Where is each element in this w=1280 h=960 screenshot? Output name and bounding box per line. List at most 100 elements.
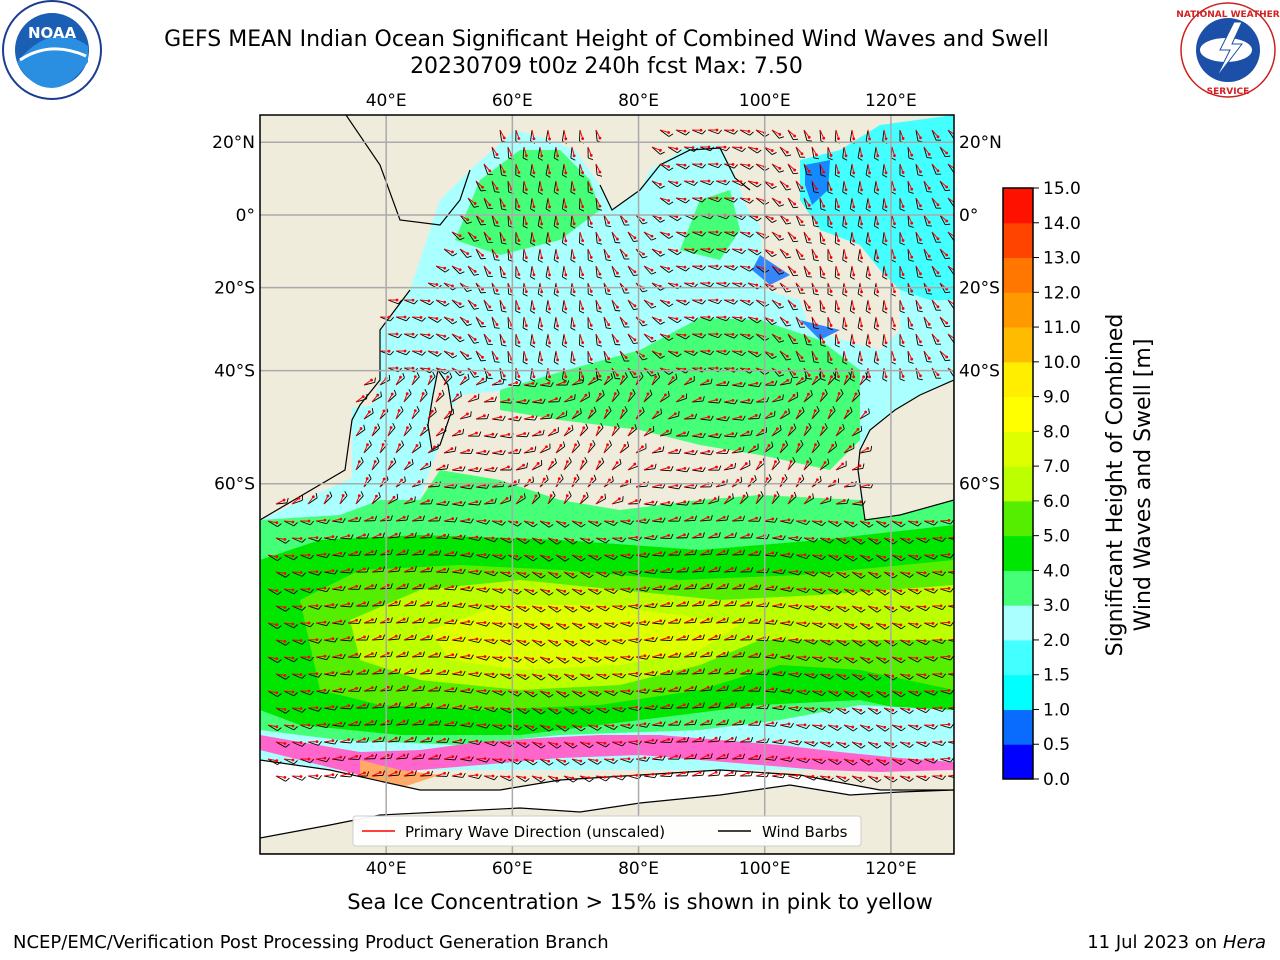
wind-barb-flag [774, 551, 778, 557]
wind-barb [849, 265, 853, 277]
wave-arrow [715, 652, 725, 658]
wave-arrow-head [876, 222, 880, 226]
wind-barb [603, 444, 612, 454]
wave-arrow [819, 673, 829, 676]
wave-arrow [291, 673, 302, 676]
wind-barb-flag [917, 590, 922, 595]
wind-barb-flag [466, 255, 472, 258]
wind-barb-flag [710, 685, 713, 691]
wave-arrow-head [714, 634, 718, 638]
wave-arrow [747, 446, 755, 454]
wind-barb [715, 180, 727, 186]
wind-barb-flag [530, 276, 536, 280]
wave-arrow [755, 333, 765, 338]
wave-arrow [323, 570, 333, 573]
wave-arrow-head [859, 538, 863, 542]
wave-arrow [539, 554, 549, 558]
wind-barb [459, 415, 471, 420]
wind-barb [530, 367, 533, 379]
wave-arrow-head [427, 499, 430, 503]
wind-barb-flag [358, 686, 362, 692]
wind-barb [371, 672, 384, 675]
wind-barb-flag [899, 208, 905, 212]
wave-arrow-head [363, 567, 366, 571]
wind-barb [835, 428, 845, 437]
wind-barb-flag [545, 208, 551, 212]
wave-arrow [883, 231, 887, 241]
wave-arrow-head [339, 585, 343, 589]
wave-arrow-head [607, 357, 611, 361]
wave-arrow-head [616, 271, 619, 275]
wave-arrow-head [690, 686, 694, 689]
wind-barb-flag [742, 651, 746, 657]
wave-arrow [579, 707, 589, 711]
wind-barb-flag [554, 458, 557, 464]
wind-barb-flag [908, 293, 914, 296]
wave-arrow-head [795, 671, 799, 675]
wind-barb-flag [820, 344, 826, 347]
wind-barb [499, 231, 503, 243]
wind-barb [923, 588, 935, 594]
wind-barb-flag [470, 448, 474, 454]
wind-barb [467, 571, 479, 576]
wind-barb [931, 605, 943, 611]
wave-arrow [547, 333, 551, 343]
wave-arrow [499, 265, 505, 275]
wind-barb [515, 707, 526, 714]
wave-arrow [331, 586, 341, 590]
wind-barb-flag [580, 523, 586, 528]
wave-arrow-head [690, 618, 694, 621]
wind-barb [843, 376, 852, 386]
wind-barb [619, 656, 631, 661]
wind-barb-flag [518, 416, 522, 422]
wave-arrow [675, 568, 685, 573]
wind-barb-flag [398, 600, 401, 606]
wave-arrow [771, 535, 781, 539]
wave-arrow [883, 163, 887, 173]
wave-arrow-head [923, 673, 927, 677]
wind-barb [603, 622, 615, 628]
wind-barb-flag [733, 198, 738, 203]
wave-arrow [779, 478, 784, 488]
wave-arrow-head [699, 332, 703, 336]
wave-arrow-head [467, 448, 470, 452]
wind-barb-flag [756, 251, 762, 256]
wind-barb-flag [662, 585, 666, 591]
wave-arrow-head [792, 393, 796, 397]
wind-barb [923, 690, 935, 696]
wind-barb [659, 197, 670, 205]
wind-barb-flag [821, 691, 826, 696]
wave-arrow-head [642, 218, 645, 222]
wind-barb-flag [741, 351, 746, 356]
wave-arrow-head [675, 181, 679, 185]
wind-barb [531, 639, 542, 647]
wave-arrow-head [811, 536, 815, 540]
wave-arrow [803, 129, 810, 138]
wave-arrow-head [931, 519, 935, 523]
wave-arrow [659, 430, 668, 437]
wind-barb [857, 248, 861, 260]
wave-arrow-head [403, 349, 407, 353]
wave-arrow-head [658, 318, 662, 322]
wind-barb [545, 197, 549, 209]
wave-arrow-head [837, 171, 840, 175]
wind-barb-flag [564, 694, 570, 698]
wind-barb-flag [820, 174, 826, 177]
wave-arrow [267, 588, 277, 592]
wave-arrow [819, 462, 826, 471]
wave-arrow [723, 433, 733, 437]
wave-arrow [835, 639, 845, 643]
wind-barb [379, 350, 391, 356]
wind-barb [451, 433, 463, 437]
wind-barb-flag [493, 707, 498, 713]
wind-barb-flag [677, 183, 682, 188]
wave-arrow [339, 671, 349, 675]
wave-arrow-head [627, 587, 631, 591]
wave-arrow-head [807, 392, 810, 396]
wind-barb-flag [813, 640, 818, 645]
wave-arrow [771, 637, 781, 641]
wind-barb-flag [850, 174, 855, 178]
wave-arrow [331, 518, 341, 522]
wave-arrow [451, 430, 460, 437]
wind-barb [491, 520, 503, 526]
